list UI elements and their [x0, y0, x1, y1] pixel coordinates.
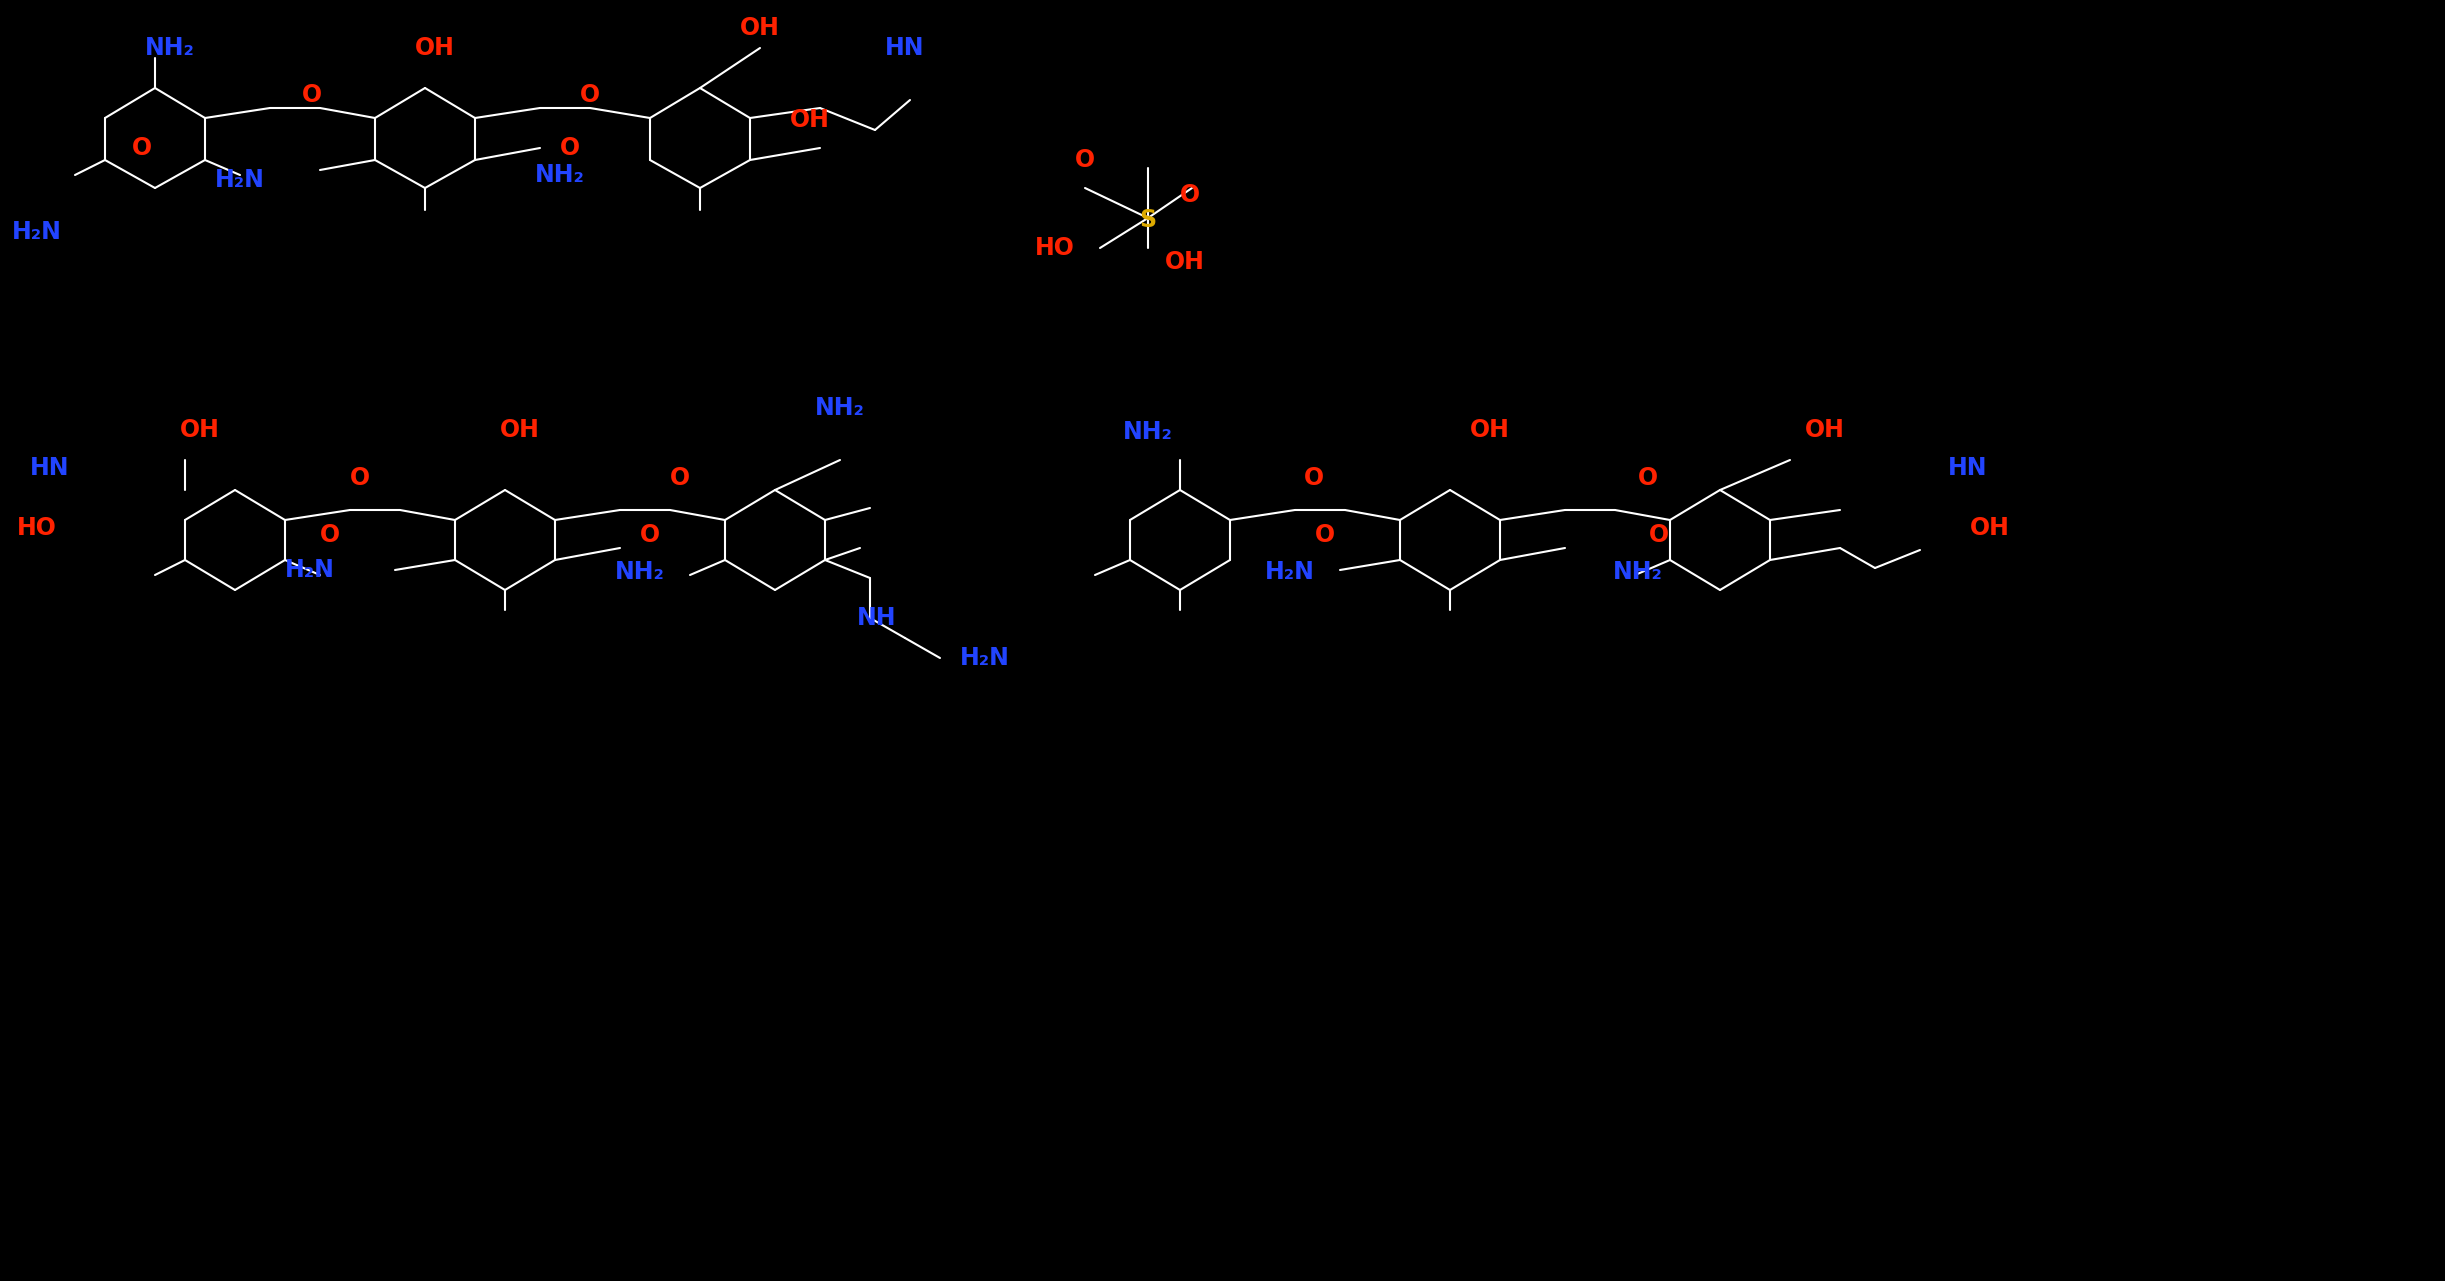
- Text: H₂N: H₂N: [12, 220, 61, 243]
- Text: H₂N: H₂N: [286, 559, 335, 582]
- Text: OH: OH: [1971, 516, 2010, 541]
- Text: O: O: [1181, 183, 1200, 208]
- Text: O: O: [320, 523, 340, 547]
- Text: NH₂: NH₂: [814, 396, 866, 420]
- Text: OH: OH: [501, 418, 540, 442]
- Text: O: O: [132, 136, 152, 160]
- Text: O: O: [1315, 523, 1335, 547]
- Text: OH: OH: [181, 418, 220, 442]
- Text: HO: HO: [17, 516, 56, 541]
- Text: H₂N: H₂N: [961, 646, 1010, 670]
- Text: OH: OH: [1804, 418, 1846, 442]
- Text: H₂N: H₂N: [215, 168, 264, 192]
- Text: HN: HN: [1949, 456, 1988, 480]
- Text: O: O: [1076, 149, 1095, 172]
- Text: OH: OH: [790, 108, 829, 132]
- Text: O: O: [1303, 466, 1325, 491]
- Text: OH: OH: [741, 15, 780, 40]
- Text: H₂N: H₂N: [1264, 560, 1315, 584]
- Text: HN: HN: [885, 36, 924, 60]
- Text: NH₂: NH₂: [535, 163, 584, 187]
- Text: NH₂: NH₂: [1122, 420, 1174, 445]
- Text: NH₂: NH₂: [1614, 560, 1663, 584]
- Text: HN: HN: [29, 456, 71, 480]
- Text: OH: OH: [1469, 418, 1511, 442]
- Text: O: O: [350, 466, 369, 491]
- Text: O: O: [1638, 466, 1658, 491]
- Text: OH: OH: [1166, 250, 1205, 274]
- Text: HO: HO: [1034, 236, 1076, 260]
- Text: NH₂: NH₂: [144, 36, 196, 60]
- Text: S: S: [1139, 208, 1156, 232]
- Text: O: O: [670, 466, 689, 491]
- Text: NH: NH: [858, 606, 897, 630]
- Text: O: O: [560, 136, 579, 160]
- Text: O: O: [579, 83, 599, 108]
- Text: O: O: [641, 523, 660, 547]
- Text: O: O: [301, 83, 323, 108]
- Text: OH: OH: [416, 36, 455, 60]
- Text: O: O: [1648, 523, 1670, 547]
- Text: NH₂: NH₂: [616, 560, 665, 584]
